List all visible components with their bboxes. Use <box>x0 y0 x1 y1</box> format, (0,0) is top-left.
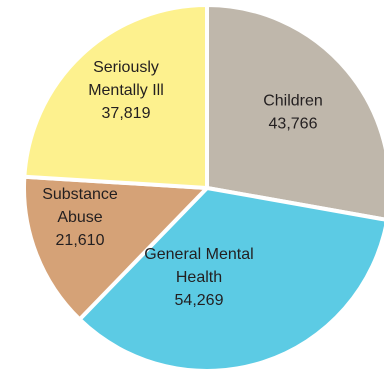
slice-labels: Children 43,766 General Mental Health 54,269… <box>42 59 323 309</box>
slice-category-label: Abuse <box>57 209 102 226</box>
slice-category-label: Mentally Ill <box>88 82 164 99</box>
slice-value-label: 43,766 <box>269 116 318 133</box>
slice-category-label: Substance <box>42 186 118 203</box>
slice-value-label: 54,269 <box>175 292 224 309</box>
slice-category-label: Seriously <box>93 59 159 76</box>
slice-value-label: 37,819 <box>102 105 151 122</box>
pie-slice-1 <box>205 3 384 222</box>
slice-value-label: 21,610 <box>56 232 105 249</box>
slice-category-label: Health <box>176 269 222 286</box>
slice-category-label: Children <box>263 93 323 110</box>
pie-slices <box>22 3 384 373</box>
slice-category-label: General Mental <box>144 246 253 263</box>
pie-slice-2 <box>77 186 384 373</box>
pie-slice-3 <box>22 174 209 322</box>
pie-slice-4 <box>22 3 209 190</box>
